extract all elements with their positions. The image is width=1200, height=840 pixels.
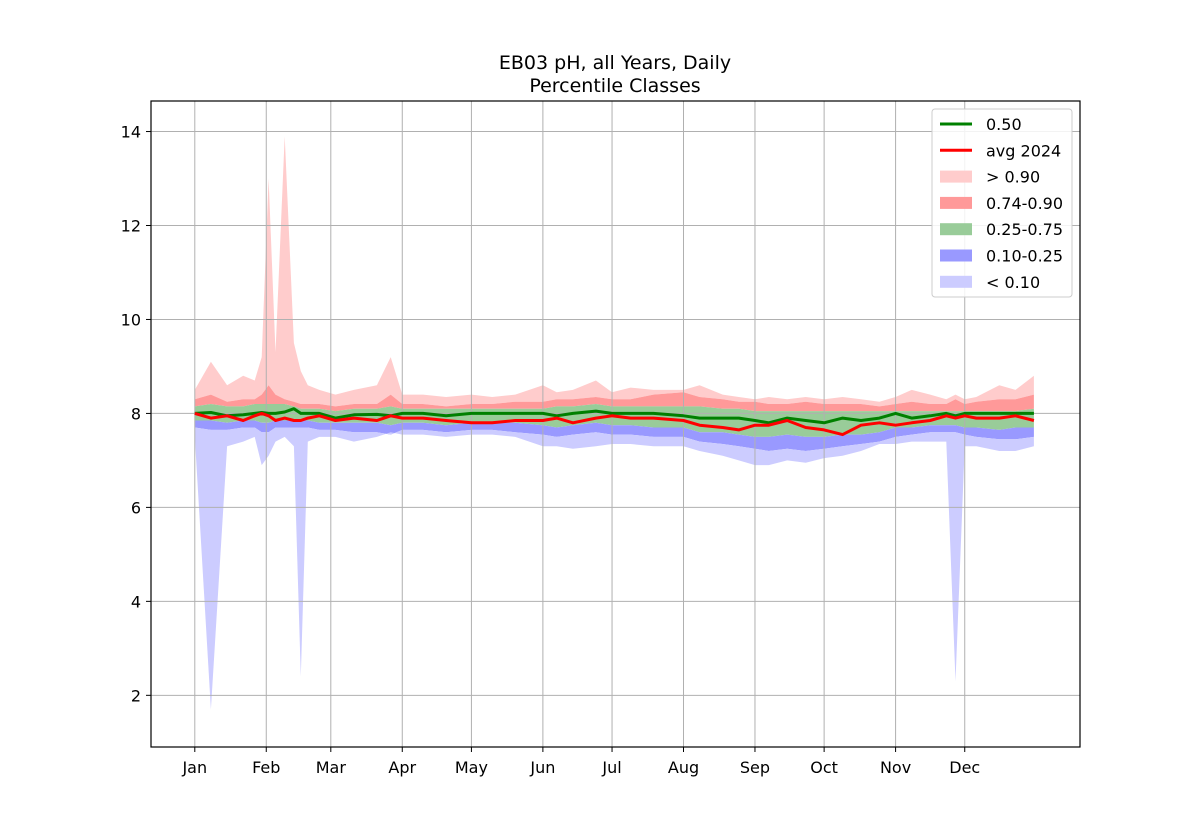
x-tick-label: Apr bbox=[388, 758, 416, 777]
x-tick-label: Feb bbox=[252, 758, 280, 777]
x-tick-label: Jun bbox=[529, 758, 555, 777]
legend-patch-swatch bbox=[940, 275, 972, 288]
x-tick-label: Jan bbox=[181, 758, 207, 777]
y-tick-label: 2 bbox=[131, 686, 141, 705]
y-tick-label: 8 bbox=[131, 404, 141, 423]
legend-label: > 0.90 bbox=[986, 168, 1040, 187]
series-lines bbox=[194, 407, 1035, 437]
chart-title: EB03 pH, all Years, Daily bbox=[499, 52, 731, 74]
y-tick-label: 6 bbox=[131, 498, 141, 517]
legend-patch-swatch bbox=[940, 249, 972, 262]
chart-subtitle: Percentile Classes bbox=[529, 75, 700, 97]
band-above-90 bbox=[194, 136, 1034, 407]
band-below-10 bbox=[194, 427, 1034, 710]
legend-patch-swatch bbox=[940, 170, 972, 183]
y-tick-label: 4 bbox=[131, 592, 141, 611]
x-tick-label: Jul bbox=[601, 758, 621, 777]
legend-patch-swatch bbox=[940, 196, 972, 209]
x-tick-label: Mar bbox=[316, 758, 347, 777]
x-tick-label: Sep bbox=[740, 758, 770, 777]
y-tick-label: 14 bbox=[121, 123, 141, 142]
x-tick-label: Dec bbox=[949, 758, 980, 777]
legend-label: avg 2024 bbox=[986, 141, 1061, 160]
legend-patch-swatch bbox=[940, 223, 972, 236]
y-tick-label: 10 bbox=[121, 310, 141, 329]
x-axis: Jan Feb Mar Apr May Jun Jul Aug Sep Oct Nov Dec bbox=[181, 747, 980, 777]
legend-label: 0.25-0.75 bbox=[986, 220, 1063, 239]
legend-label: 0.50 bbox=[986, 115, 1022, 134]
y-tick-label: 12 bbox=[121, 217, 141, 236]
x-tick-label: Nov bbox=[880, 758, 911, 777]
x-tick-label: Oct bbox=[810, 758, 838, 777]
legend: 0.50 avg 2024 > 0.90 0.74-0.90 0.25-0.75 0.10… bbox=[931, 108, 1073, 298]
legend-label: 0.10-0.25 bbox=[986, 247, 1063, 266]
axes-frame bbox=[150, 100, 1081, 748]
plot-area bbox=[150, 100, 1081, 748]
avg-2024-line bbox=[194, 411, 1035, 437]
legend-label: 0.74-0.90 bbox=[986, 194, 1063, 213]
y-axis: 2 4 6 8 10 12 14 bbox=[121, 123, 151, 705]
x-tick-label: May bbox=[455, 758, 488, 777]
x-tick-label: Aug bbox=[668, 758, 699, 777]
median-line bbox=[194, 407, 1034, 425]
legend-label: < 0.10 bbox=[986, 273, 1040, 292]
